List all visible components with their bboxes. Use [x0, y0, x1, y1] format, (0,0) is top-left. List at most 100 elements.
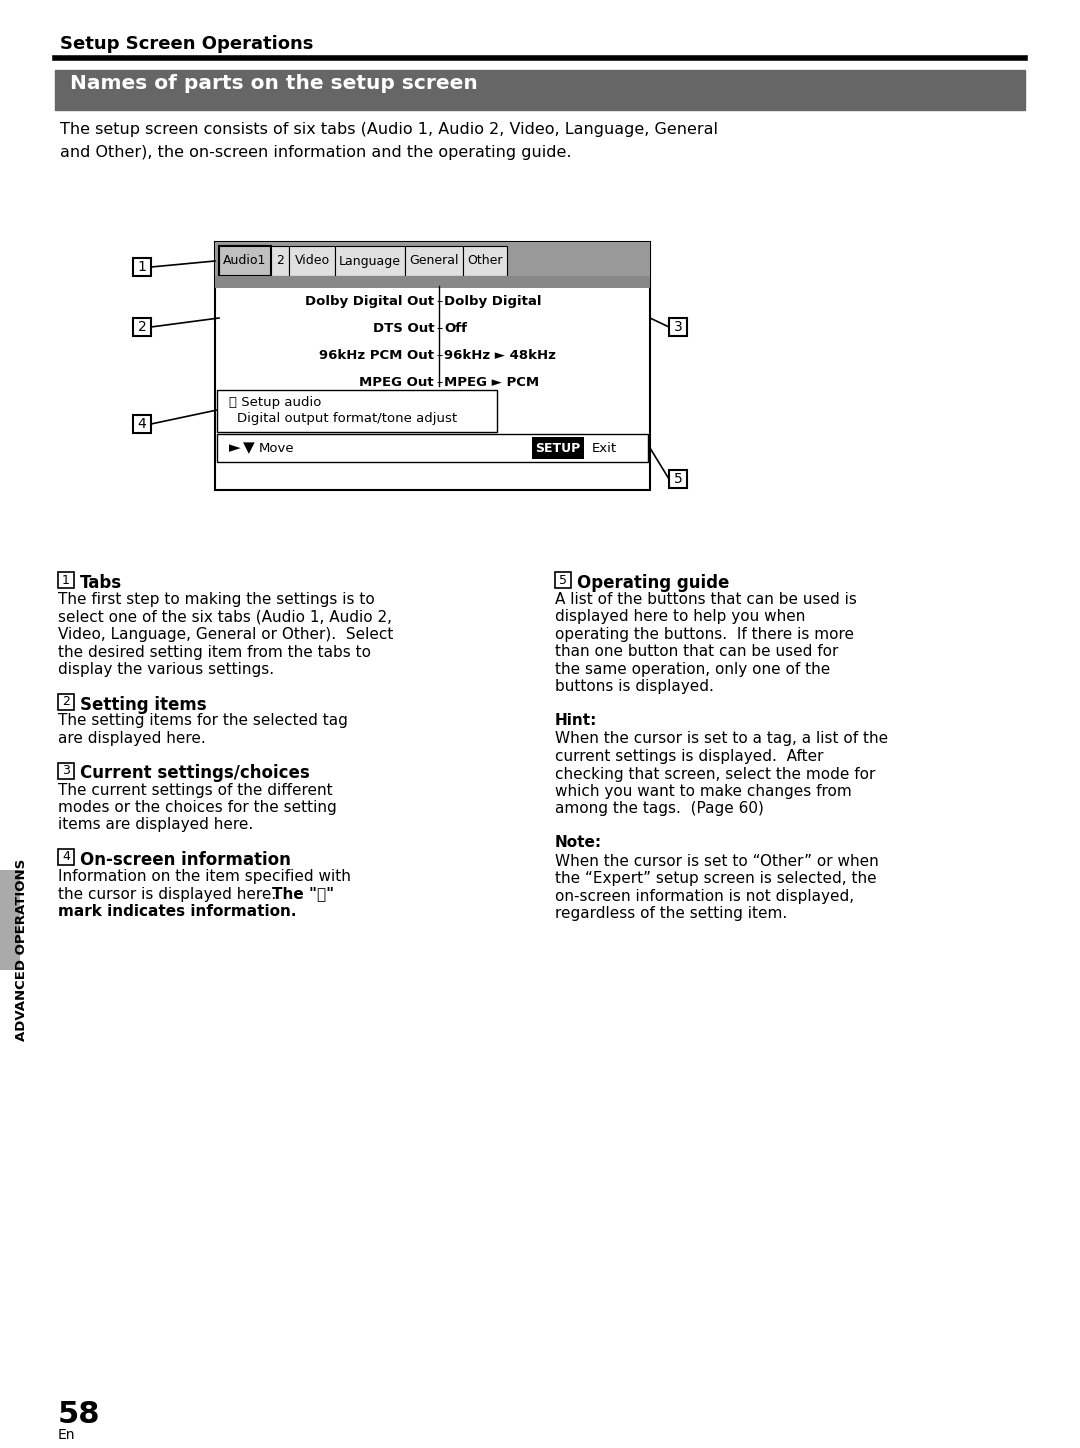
Text: 1: 1	[137, 261, 147, 274]
Text: 4: 4	[62, 850, 70, 863]
Text: –: –	[436, 349, 442, 362]
Text: Audio1: Audio1	[224, 255, 267, 268]
Bar	[58, 694, 75, 710]
Text: mark indicates information.: mark indicates information.	[58, 904, 297, 919]
Text: 2: 2	[276, 255, 284, 268]
Text: checking that screen, select the mode for: checking that screen, select the mode fo…	[555, 766, 876, 782]
Bar	[669, 471, 687, 488]
Text: 96kHz ► 48kHz: 96kHz ► 48kHz	[444, 349, 556, 362]
Text: 5: 5	[559, 573, 567, 586]
Text: 3: 3	[674, 320, 683, 334]
Text: Video, Language, General or Other).  Select: Video, Language, General or Other). Sele…	[58, 627, 393, 641]
Bar	[215, 277, 650, 288]
Text: Off: Off	[444, 321, 467, 334]
Text: 58: 58	[58, 1400, 100, 1429]
Text: The "ⓘ": The "ⓘ"	[272, 886, 334, 902]
Text: which you want to make changes from: which you want to make changes from	[555, 783, 852, 799]
Text: 96kHz PCM Out: 96kHz PCM Out	[319, 349, 434, 362]
Bar	[532, 437, 584, 459]
Text: The setup screen consists of six tabs (Audio 1, Audio 2, Video, Language, Genera: The setup screen consists of six tabs (A…	[60, 122, 718, 161]
Text: 1: 1	[62, 573, 70, 586]
Bar	[217, 434, 648, 462]
Bar	[405, 246, 463, 277]
Text: The first step to making the settings is to: The first step to making the settings is…	[58, 592, 375, 607]
Text: regardless of the setting item.: regardless of the setting item.	[555, 906, 787, 921]
Text: On-screen information: On-screen information	[80, 851, 291, 869]
Text: Current settings/choices: Current settings/choices	[80, 765, 310, 782]
Bar	[133, 258, 151, 277]
Text: MPEG Out: MPEG Out	[360, 376, 434, 390]
Bar	[289, 246, 335, 277]
Text: displayed here to help you when: displayed here to help you when	[555, 610, 806, 624]
Text: –: –	[436, 376, 442, 390]
Text: items are displayed here.: items are displayed here.	[58, 818, 253, 833]
Bar	[58, 572, 75, 588]
Text: buttons is displayed.: buttons is displayed.	[555, 679, 714, 695]
Text: 2: 2	[137, 320, 147, 334]
Text: modes or the choices for the setting: modes or the choices for the setting	[58, 799, 337, 815]
Text: display the various settings.: display the various settings.	[58, 662, 274, 678]
Text: on-screen information is not displayed,: on-screen information is not displayed,	[555, 889, 854, 904]
Text: Note:: Note:	[555, 835, 603, 850]
Bar	[219, 246, 271, 277]
Bar	[217, 390, 497, 432]
Bar	[133, 416, 151, 433]
Bar	[335, 246, 405, 277]
Text: the desired setting item from the tabs to: the desired setting item from the tabs t…	[58, 644, 372, 659]
Text: When the cursor is set to a tag, a list of the: When the cursor is set to a tag, a list …	[555, 731, 888, 747]
Text: Dolby Digital Out: Dolby Digital Out	[305, 295, 434, 308]
Text: When the cursor is set to “Other” or when: When the cursor is set to “Other” or whe…	[555, 853, 879, 869]
Text: select one of the six tabs (Audio 1, Audio 2,: select one of the six tabs (Audio 1, Aud…	[58, 610, 392, 624]
Text: are displayed here.: are displayed here.	[58, 731, 206, 746]
Text: Setup Screen Operations: Setup Screen Operations	[60, 35, 313, 54]
Text: Language: Language	[339, 255, 401, 268]
Text: En: En	[58, 1428, 76, 1442]
Text: the cursor is displayed here.: the cursor is displayed here.	[58, 886, 281, 902]
Text: ADVANCED OPERATIONS: ADVANCED OPERATIONS	[15, 859, 28, 1041]
Bar	[669, 319, 687, 336]
Text: ⓘ Setup audio: ⓘ Setup audio	[229, 395, 322, 408]
Bar	[271, 246, 289, 277]
Text: –: –	[436, 321, 442, 334]
Text: Move: Move	[259, 442, 295, 455]
Bar	[215, 242, 650, 489]
Text: ►: ►	[229, 440, 241, 456]
Text: The current settings of the different: The current settings of the different	[58, 782, 333, 798]
Text: –: –	[436, 295, 442, 308]
Text: 2: 2	[62, 695, 70, 708]
Bar	[0, 870, 21, 970]
Text: Exit: Exit	[592, 442, 617, 455]
Text: the “Expert” setup screen is selected, the: the “Expert” setup screen is selected, t…	[555, 872, 877, 886]
Text: Information on the item specified with: Information on the item specified with	[58, 869, 351, 883]
Text: ▼: ▼	[243, 440, 255, 456]
Text: current settings is displayed.  After: current settings is displayed. After	[555, 749, 824, 765]
Bar	[55, 70, 1025, 110]
Text: MPEG ► PCM: MPEG ► PCM	[444, 376, 539, 390]
Text: than one button that can be used for: than one button that can be used for	[555, 644, 838, 659]
Text: Setting items: Setting items	[80, 695, 206, 714]
Text: 4: 4	[137, 417, 147, 432]
Bar	[555, 572, 571, 588]
Bar	[58, 849, 75, 864]
Text: A list of the buttons that can be used is: A list of the buttons that can be used i…	[555, 592, 856, 607]
Text: the same operation, only one of the: the same operation, only one of the	[555, 662, 831, 678]
Text: Dolby Digital: Dolby Digital	[444, 295, 541, 308]
Text: among the tags.  (Page 60): among the tags. (Page 60)	[555, 802, 764, 817]
Text: Tabs: Tabs	[80, 573, 122, 592]
Text: DTS Out: DTS Out	[373, 321, 434, 334]
Text: Other: Other	[468, 255, 503, 268]
Bar	[58, 763, 75, 779]
Text: 3: 3	[62, 765, 70, 778]
Text: 5: 5	[674, 472, 683, 487]
Text: Names of parts on the setup screen: Names of parts on the setup screen	[70, 74, 477, 93]
Bar	[463, 246, 507, 277]
Text: Hint:: Hint:	[555, 712, 597, 728]
Text: The setting items for the selected tag: The setting items for the selected tag	[58, 714, 348, 728]
Bar	[215, 242, 650, 277]
Text: General: General	[409, 255, 459, 268]
Text: Video: Video	[295, 255, 329, 268]
Bar	[133, 319, 151, 336]
Text: Operating guide: Operating guide	[577, 573, 729, 592]
Text: SETUP: SETUP	[536, 442, 581, 455]
Text: Digital output format/tone adjust: Digital output format/tone adjust	[237, 413, 457, 426]
